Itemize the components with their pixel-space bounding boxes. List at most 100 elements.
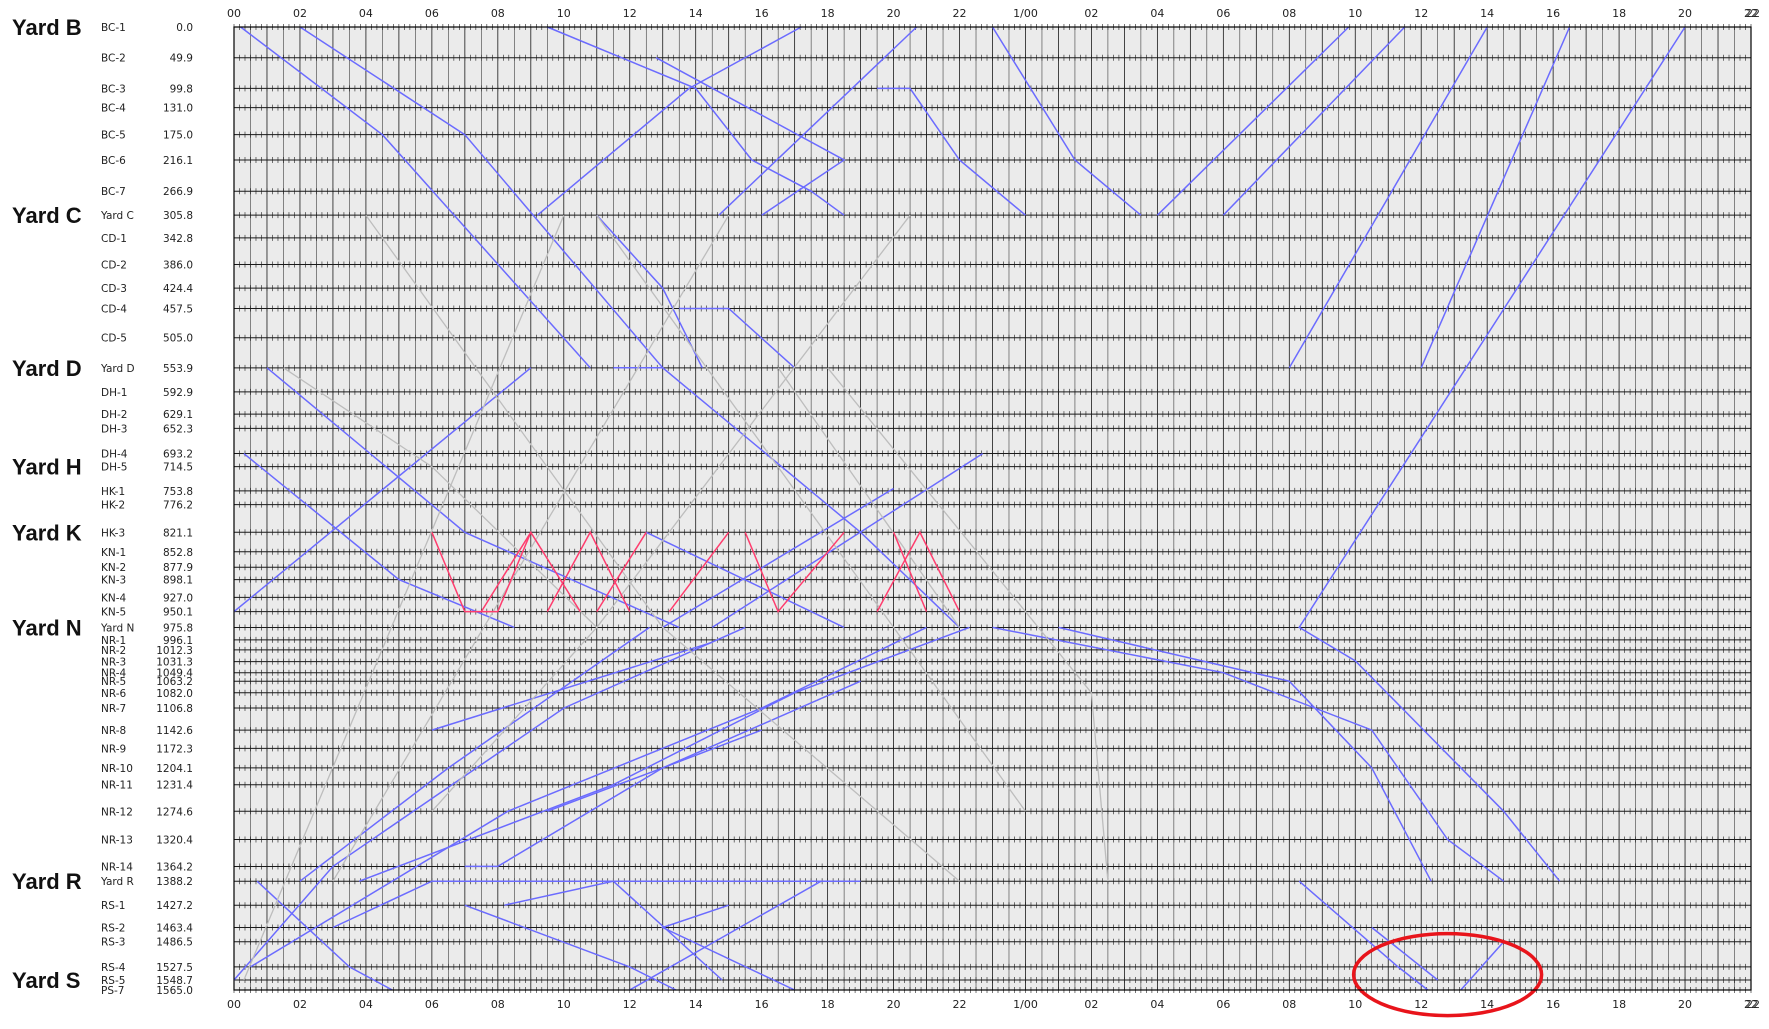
time-tick-label-top: 16: [1546, 7, 1560, 20]
station-name: BC-3: [101, 83, 126, 95]
station-distance: 1049.4: [156, 668, 193, 680]
station-name: NR-2: [101, 645, 126, 657]
train-path-blue: [504, 880, 723, 981]
time-tick-label-bottom: 06: [1216, 998, 1230, 1011]
station-name: RS-1: [101, 900, 125, 912]
train-path-blue: [464, 904, 677, 991]
station-distance: 592.9: [163, 387, 193, 399]
station-name: NR-10: [101, 763, 133, 775]
station-name: NR-5: [101, 676, 126, 688]
time-tick-label-top: 06: [1216, 7, 1230, 20]
station-distance: 821.1: [163, 527, 193, 539]
station-name: DH-1: [101, 387, 127, 399]
yard-label: Yard H: [12, 455, 82, 480]
yard-labels: Yard B Yard C Yard D Yard H Yard K Yard N Yard…: [12, 15, 82, 993]
station-distance: 877.9: [163, 562, 193, 574]
station-name: HK-2: [101, 500, 125, 512]
time-tick-label-bottom: 22: [1744, 998, 1758, 1011]
station-distance: 1012.3: [156, 645, 193, 657]
train-path-blue: [464, 729, 762, 868]
station-name: BC-5: [101, 130, 126, 142]
time-tick-label-bottom: 18: [1612, 998, 1626, 1011]
train-path-blue: [1460, 941, 1505, 991]
train-path-gray: [283, 367, 598, 628]
train-path-red: [892, 532, 928, 612]
train-path-blue: [1298, 880, 1429, 991]
time-tick-label-top: 20: [887, 7, 901, 20]
train-path-blue: [877, 87, 1026, 216]
time-tick-label-bottom: 1/00: [1013, 998, 1038, 1011]
station-name: NR-7: [101, 703, 126, 715]
time-tick-label-bottom: 00: [227, 998, 241, 1011]
time-tick-label-top: 14: [1480, 7, 1494, 20]
time-tick-label-bottom: 16: [755, 998, 769, 1011]
station-name: NR-13: [101, 834, 133, 846]
train-path-blue: [1156, 26, 1350, 216]
train-path-red: [744, 531, 845, 614]
station-name: HK-1: [101, 486, 125, 498]
station-distance: 1427.2: [156, 900, 193, 912]
station-distance: 898.1: [163, 575, 193, 587]
station-distance: 1082.0: [156, 688, 193, 700]
train-path-blue: [431, 641, 713, 731]
time-tick-label-bottom: 10: [557, 998, 571, 1011]
train-path-blue: [299, 26, 664, 369]
station-name: NR-11: [101, 780, 133, 792]
station-name: Yard R: [100, 876, 134, 888]
time-tick-label-bottom: 12: [623, 998, 637, 1011]
train-path-blue: [596, 214, 703, 369]
bottom-time-axis: 00 02 04 06 08 10 12 14 16 18 20 22 1/00 02 04 06 08 10 12…: [227, 998, 1760, 1011]
station-name: BC-1: [101, 22, 126, 34]
train-path-blue: [711, 452, 984, 629]
time-tick-label-bottom: 02: [1084, 998, 1098, 1011]
time-tick-label-bottom: 20: [887, 998, 901, 1011]
station-distance: 424.4: [163, 283, 193, 295]
train-paths: [233, 26, 1686, 991]
train-path-gray: [243, 214, 565, 981]
station-name: KN-5: [101, 607, 126, 619]
station-name: NR-12: [101, 806, 133, 818]
time-tick-label-top: 02: [1084, 7, 1098, 20]
train-path-blue: [240, 26, 591, 369]
station-name: DH-3: [101, 423, 127, 435]
time-tick-label-top: 04: [359, 7, 373, 20]
train-path-blue: [992, 626, 1505, 882]
station-name: BC-7: [101, 186, 126, 198]
yard-label: Yard D: [12, 356, 82, 381]
station-distance: 1204.1: [156, 763, 193, 775]
train-path-blue: [1298, 26, 1686, 882]
train-path-blue: [679, 307, 796, 369]
station-name: CD-2: [101, 260, 127, 272]
time-tick-label-top: 12: [623, 7, 637, 20]
station-distance: 1231.4: [156, 780, 193, 792]
station-name: RS-2: [101, 922, 125, 934]
train-path-blue: [662, 487, 894, 629]
train-path-blue: [299, 626, 650, 882]
station-distance: 693.2: [163, 449, 193, 461]
train-path-blue: [629, 880, 822, 991]
station-distance: 216.1: [163, 155, 193, 167]
station-name: BC-2: [101, 53, 126, 65]
station-name: KN-2: [101, 562, 126, 574]
station-name: KN-4: [101, 592, 127, 604]
station-distance: 553.9: [163, 363, 193, 375]
station-distance: 99.8: [170, 83, 193, 95]
station-distance: 714.5: [163, 462, 193, 474]
train-path-blue: [1288, 26, 1488, 369]
station-distance: 652.3: [163, 423, 193, 435]
time-tick-label-bottom: 22: [953, 998, 967, 1011]
station-distance: 1364.2: [156, 861, 193, 873]
station-name: BC-6: [101, 155, 126, 167]
station-distance: 1548.7: [156, 975, 193, 987]
station-name: KN-3: [101, 575, 126, 587]
train-path-gray: [777, 367, 961, 628]
station-name: DH-4: [101, 449, 128, 461]
station-name: NR-8: [101, 725, 126, 737]
train-path-red: [668, 531, 730, 613]
station-distance: 996.1: [163, 635, 193, 647]
station-distance: 629.1: [163, 409, 193, 421]
time-tick-label-top: 08: [491, 7, 505, 20]
time-tick-label-top: 20: [1678, 7, 1692, 20]
station-name: RS-4: [101, 962, 126, 974]
